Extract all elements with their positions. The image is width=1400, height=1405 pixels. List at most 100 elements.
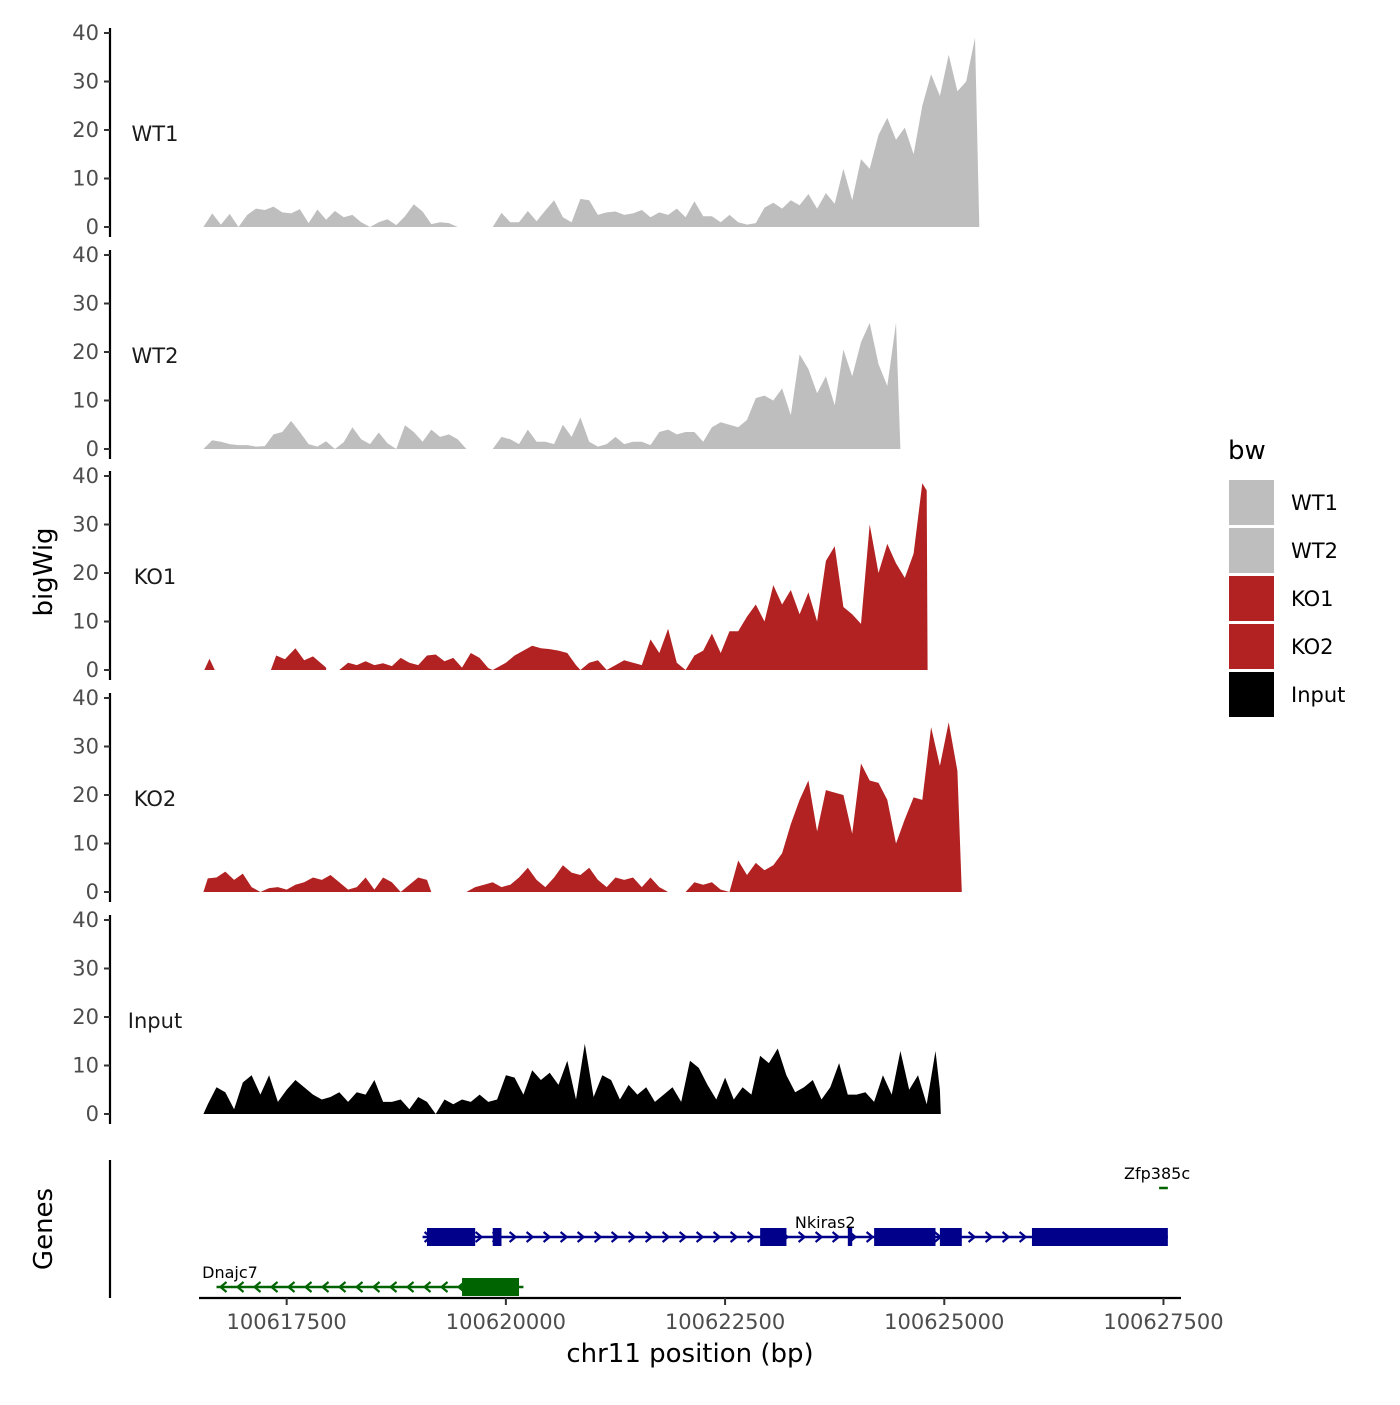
strand-arrow — [422, 1281, 432, 1293]
strand-arrow — [814, 1231, 824, 1243]
legend-item-wt1: WT1 — [1229, 480, 1338, 525]
gene-label: Nkiras2 — [795, 1213, 856, 1232]
genes-axis-title: Genes — [29, 1188, 59, 1270]
gene-nkiras2: Nkiras2 — [422, 1213, 1168, 1246]
track-label: Input — [128, 1009, 182, 1033]
y-tick-label: 10 — [72, 610, 99, 634]
gene-exon — [760, 1228, 787, 1246]
y-tick-label: 30 — [72, 70, 99, 94]
gene-dnajc7: Dnajc7 — [202, 1263, 524, 1296]
strand-arrow — [695, 1231, 705, 1243]
strand-arrow — [252, 1281, 262, 1293]
strand-arrow — [661, 1231, 671, 1243]
strand-arrow — [508, 1231, 518, 1243]
x-tick-label: 100627500 — [1103, 1310, 1223, 1334]
legend-item-ko1: KO1 — [1229, 576, 1334, 621]
legend-item-input: Input — [1229, 672, 1345, 717]
strand-arrow — [388, 1281, 398, 1293]
strand-arrow — [865, 1231, 875, 1243]
legend-swatch — [1229, 624, 1274, 669]
strand-arrow — [439, 1281, 449, 1293]
x-axis: 100617500 100620000 100622500 100625000 1006… — [199, 1296, 1224, 1334]
coverage-area-ko2 — [685, 722, 962, 892]
y-tick-label: 20 — [72, 118, 99, 142]
track-wt2: 0 10 20 30 40 WT2 — [72, 243, 901, 461]
y-tick-label: 30 — [72, 957, 99, 981]
gene-exon — [874, 1228, 936, 1246]
track-label: WT2 — [132, 344, 179, 368]
coverage-area-ko1 — [204, 658, 215, 670]
track-ko1: 0 10 20 30 40 KO1 — [72, 464, 928, 682]
strand-arrow — [337, 1281, 347, 1293]
track-label: KO2 — [134, 787, 177, 811]
strand-arrow — [542, 1231, 552, 1243]
track-label: KO1 — [134, 565, 177, 589]
y-tick-label: 10 — [72, 167, 99, 191]
y-tick-label: 0 — [86, 658, 99, 682]
coverage-area-ko2 — [203, 871, 432, 892]
track-wt1: 0 10 20 30 40 WT1 — [72, 21, 980, 239]
strand-arrow — [269, 1281, 279, 1293]
tracks-layer: 0 10 20 30 40 WT1 0 10 20 30 40 WT2 0 10 20 30 40 KO1 0 10 2… — [72, 21, 980, 1126]
y-tick-label: 0 — [86, 437, 99, 461]
gene-label: Zfp385c — [1124, 1164, 1190, 1183]
strand-arrow — [593, 1231, 603, 1243]
strand-arrow — [678, 1231, 688, 1243]
strand-arrow — [644, 1231, 654, 1243]
track-input: 0 10 20 30 40 Input — [72, 908, 941, 1126]
gene-exon — [492, 1228, 502, 1246]
y-tick-label: 40 — [72, 464, 99, 488]
x-tick-label: 100620000 — [446, 1310, 566, 1334]
coverage-area-ko1 — [339, 483, 928, 670]
legend-swatch — [1229, 480, 1274, 525]
legend-swatch — [1229, 576, 1274, 621]
strand-arrow — [235, 1281, 245, 1293]
y-tick-label: 20 — [72, 561, 99, 585]
strand-arrow — [286, 1281, 296, 1293]
legend-label: WT1 — [1291, 491, 1338, 515]
y-tick-label: 40 — [72, 21, 99, 45]
strand-arrow — [525, 1231, 535, 1243]
y-tick-label: 30 — [72, 735, 99, 759]
x-tick-label: 100625000 — [884, 1310, 1004, 1334]
track-label: WT1 — [132, 122, 179, 146]
strand-arrow — [967, 1231, 977, 1243]
y-tick-label: 40 — [72, 243, 99, 267]
strand-arrow — [405, 1281, 415, 1293]
legend-swatch — [1229, 672, 1274, 717]
y-tick-label: 30 — [72, 292, 99, 316]
y-axis-title: bigWig — [29, 527, 59, 616]
genes-layer: Zfp385c Nkiras2 Dnajc7 — [108, 1160, 1190, 1298]
strand-arrow — [1001, 1231, 1011, 1243]
legend-item-ko2: KO2 — [1229, 624, 1334, 669]
y-tick-label: 10 — [72, 1054, 99, 1078]
x-axis-title: chr11 position (bp) — [566, 1339, 813, 1369]
strand-arrow — [627, 1231, 637, 1243]
gene-label: Dnajc7 — [202, 1263, 258, 1282]
gene-zfp385c: Zfp385c — [1124, 1164, 1190, 1190]
strand-arrow — [712, 1231, 722, 1243]
y-tick-label: 0 — [86, 880, 99, 904]
y-tick-label: 40 — [72, 908, 99, 932]
x-tick-label: 100622500 — [665, 1310, 785, 1334]
coverage-area-wt1 — [492, 37, 980, 227]
y-tick-label: 40 — [72, 686, 99, 710]
strand-arrow — [831, 1231, 841, 1243]
gene-exon — [847, 1228, 853, 1246]
y-tick-label: 20 — [72, 1005, 99, 1029]
legend-items: WT1 WT2 KO1 KO2 Input — [1229, 480, 1345, 717]
y-tick-label: 30 — [72, 513, 99, 537]
legend-label: KO2 — [1291, 635, 1334, 659]
strand-arrow — [746, 1231, 756, 1243]
coverage-area-wt2 — [492, 322, 901, 449]
gene-exon — [426, 1228, 476, 1246]
strand-arrow — [1018, 1231, 1028, 1243]
legend-item-wt2: WT2 — [1229, 528, 1338, 573]
strand-arrow — [559, 1231, 569, 1243]
strand-arrow — [303, 1281, 313, 1293]
y-tick-label: 0 — [86, 1102, 99, 1126]
y-tick-label: 10 — [72, 389, 99, 413]
strand-arrow — [610, 1231, 620, 1243]
legend: bw WT1 WT2 KO1 KO2 Input — [1228, 436, 1345, 717]
